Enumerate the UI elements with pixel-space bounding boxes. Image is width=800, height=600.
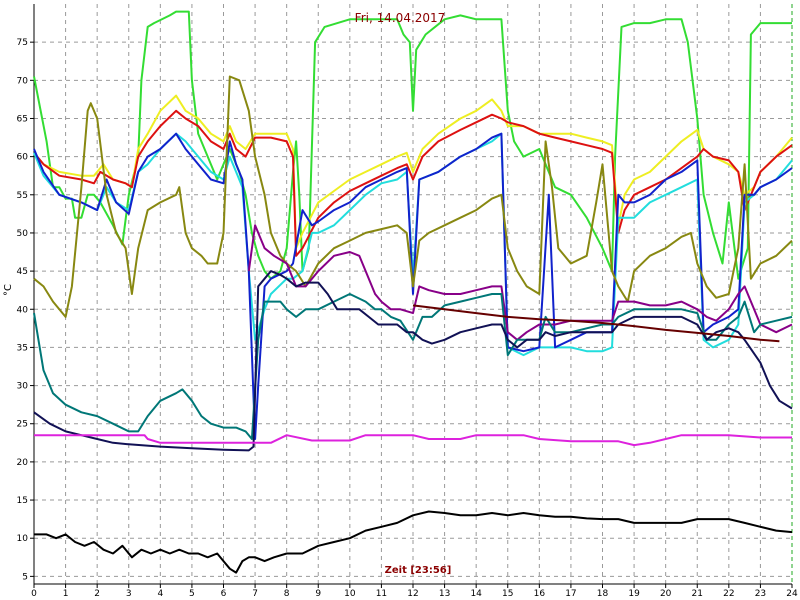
x-tick-labels: 0 1 2 3 4 5 6 7 8 9 10 11 12 13 14 15 16 17 18 19 20 21 22 23 24 <box>31 589 798 599</box>
y-tick-label-10: 55 <box>17 191 28 201</box>
y-tick-label-2: 15 <box>17 496 28 506</box>
y-tick-label-1: 10 <box>17 534 29 544</box>
x-tick-label-12: 12 <box>407 589 418 599</box>
x-tick-label-20: 20 <box>660 589 672 599</box>
series-line-5 <box>33 132 793 440</box>
series-line-6 <box>33 75 793 318</box>
x-tick-label-22: 22 <box>723 589 734 599</box>
y-tick-label-3: 20 <box>17 458 29 468</box>
y-tick-label-14: 75 <box>17 38 28 48</box>
x-tick-label-24: 24 <box>786 589 798 599</box>
series-line-7 <box>247 224 793 341</box>
y-tick-label-8: 45 <box>17 267 28 277</box>
x-tick-label-2: 2 <box>94 589 100 599</box>
x-tick-label-9: 9 <box>315 589 321 599</box>
x-tick-label-6: 6 <box>221 589 227 599</box>
y-tick-label-13: 70 <box>17 76 29 86</box>
axes <box>30 4 793 588</box>
series-line-10 <box>412 304 780 343</box>
x-tick-label-5: 5 <box>189 589 195 599</box>
series-line-11 <box>34 434 792 447</box>
x-tick-label-19: 19 <box>628 589 640 599</box>
series-line-8 <box>33 293 793 440</box>
y-tick-label-0: 5 <box>22 572 28 582</box>
y-axis-label: °C <box>3 284 14 296</box>
x-tick-label-8: 8 <box>284 589 290 599</box>
series-line-9 <box>33 270 793 452</box>
x-tick-label-15: 15 <box>502 589 513 599</box>
y-tick-label-4: 25 <box>17 420 28 430</box>
x-tick-label-4: 4 <box>157 589 163 599</box>
y-tick-label-5: 30 <box>17 382 29 392</box>
y-tick-label-7: 40 <box>17 305 29 315</box>
x-tick-label-7: 7 <box>252 589 258 599</box>
x-tick-label-23: 23 <box>755 589 766 599</box>
x-tick-label-17: 17 <box>565 589 576 599</box>
series-line-12 <box>34 510 793 574</box>
x-tick-label-0: 0 <box>31 589 37 599</box>
series-line-3 <box>33 109 793 257</box>
x-tick-label-11: 11 <box>376 589 387 599</box>
x-tick-label-18: 18 <box>597 589 609 599</box>
series-line-2 <box>33 94 793 250</box>
x-tick-label-14: 14 <box>470 589 482 599</box>
x-tick-label-1: 1 <box>63 589 69 599</box>
x-tick-label-21: 21 <box>692 589 703 599</box>
x-tick-label-13: 13 <box>439 589 450 599</box>
y-tick-label-12: 65 <box>17 114 28 124</box>
y-tick-label-9: 50 <box>17 229 29 239</box>
x-tick-label-16: 16 <box>534 589 546 599</box>
y-tick-label-11: 60 <box>17 153 29 163</box>
x-tick-label-10: 10 <box>344 589 356 599</box>
x-axis-label: Zeit [23:56] <box>385 565 452 576</box>
x-tick-label-3: 3 <box>126 589 132 599</box>
y-tick-labels: 5 10 15 20 25 30 35 40 45 50 55 60 65 70 75 <box>17 38 29 582</box>
chart-title: Fri, 14.04.2017 <box>355 11 446 25</box>
series-group <box>33 10 793 574</box>
y-tick-label-6: 35 <box>17 343 28 353</box>
